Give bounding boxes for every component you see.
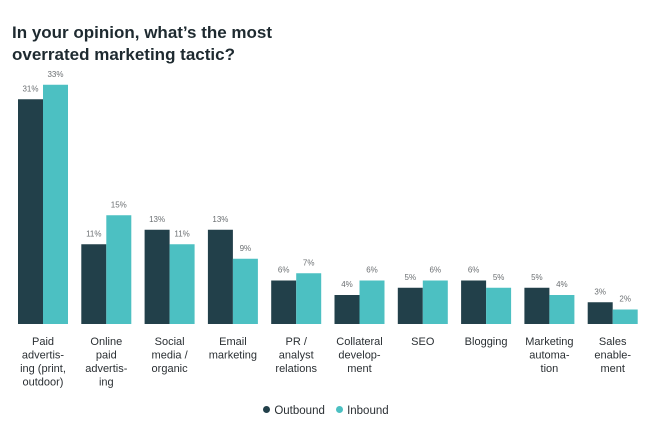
legend-label-outbound: Outbound <box>274 405 325 417</box>
bar-outbound-email-marketing <box>207 229 233 324</box>
value-label-outbound-seo: 5% <box>405 273 417 282</box>
value-label-inbound-seo: 6% <box>430 266 442 275</box>
value-label-outbound-blogging: 6% <box>468 266 480 275</box>
bar-inbound-blogging <box>486 287 512 324</box>
bar-outbound-online-paid-advertis-ing <box>81 244 107 324</box>
value-label-outbound-marketing-automa-tion: 5% <box>531 273 543 282</box>
bar-inbound-social-media-organic <box>169 244 195 324</box>
value-label-inbound-pr-analyst-relations: 7% <box>303 258 315 267</box>
bar-inbound-seo <box>422 280 448 324</box>
value-label-inbound-collateral-develop-ment: 6% <box>366 266 378 275</box>
value-label-outbound-paid-advertis-ing-print-outdoor: 31% <box>22 84 38 93</box>
bar-outbound-marketing-automa-tion <box>524 287 550 324</box>
category-label-marketing-automa-tion: Marketing automa-tion <box>525 336 573 375</box>
bar-inbound-pr-analyst-relations <box>296 273 322 324</box>
bar-inbound-paid-advertis-ing-print-outdoor <box>43 84 68 324</box>
value-label-inbound-online-paid-advertis-ing: 15% <box>111 200 127 209</box>
value-label-outbound-email-marketing: 13% <box>212 215 228 224</box>
value-label-inbound-sales-enable-ment: 2% <box>619 295 631 304</box>
bar-outbound-collateral-develop-ment <box>334 295 360 324</box>
legend-marker-inbound <box>336 406 344 413</box>
legend: Outbound Inbound <box>0 405 652 417</box>
bar-outbound-sales-enable-ment <box>587 302 613 324</box>
bar-outbound-paid-advertis-ing-print-outdoor <box>18 99 43 324</box>
bar-inbound-online-paid-advertis-ing <box>106 215 132 324</box>
bars-layer <box>18 84 638 324</box>
legend-label-inbound: Inbound <box>347 405 389 417</box>
value-label-inbound-social-media-organic: 11% <box>174 229 189 238</box>
value-label-outbound-social-media-organic: 13% <box>149 215 165 224</box>
category-label-sales-enable-ment: Sales enable-ment <box>594 336 631 375</box>
category-label-seo: SEO <box>411 336 435 348</box>
bar-outbound-social-media-organic <box>144 229 170 324</box>
value-label-outbound-sales-enable-ment: 3% <box>594 287 606 296</box>
bar-outbound-pr-analyst-relations <box>271 280 297 324</box>
legend-item-inbound: Inbound <box>336 405 389 417</box>
bar-inbound-marketing-automa-tion <box>549 295 575 324</box>
category-label-pr-analyst-relations: PR / analyst relations <box>275 336 317 375</box>
value-label-inbound-blogging: 5% <box>493 273 505 282</box>
value-label-outbound-pr-analyst-relations: 6% <box>278 266 290 275</box>
category-label-online-paid-advertis-ing: Online paid advertis-ing <box>85 336 128 389</box>
bar-inbound-sales-enable-ment <box>612 309 638 324</box>
bar-outbound-blogging <box>461 280 487 324</box>
category-label-paid-advertis-ing-print-outdoor: Paid advertis-ing (print, outdoor) <box>20 336 66 389</box>
value-label-inbound-email-marketing: 9% <box>240 244 252 253</box>
category-label-email-marketing: Email marketing <box>209 336 257 362</box>
category-label-blogging: Blogging <box>465 336 508 348</box>
category-label-collateral-develop-ment: Collateral develop-ment <box>336 336 382 375</box>
category-label-social-media-organic: Social media / organic <box>152 336 189 375</box>
value-label-outbound-online-paid-advertis-ing: 11% <box>86 229 101 238</box>
value-label-inbound-marketing-automa-tion: 4% <box>556 280 568 289</box>
value-label-inbound-paid-advertis-ing-print-outdoor: 33% <box>47 70 63 79</box>
value-labels-layer: 31% 33% 11% 15% 13% 11% 13% 9% 6% 7% 4% 6% 5% 6% 6% 5% 5… <box>22 70 630 304</box>
bar-outbound-seo <box>397 287 423 324</box>
value-label-outbound-collateral-develop-ment: 4% <box>341 280 353 289</box>
bar-inbound-email-marketing <box>232 258 258 324</box>
legend-marker-outbound <box>263 406 271 413</box>
legend-item-outbound: Outbound <box>263 405 325 417</box>
chart-title: In your opinion, what’s the most overrat… <box>12 23 273 64</box>
bar-inbound-collateral-develop-ment <box>359 280 385 324</box>
chart: 31% 33% 11% 15% 13% 11% 13% 9% 6% 7% 4% 6% 5% 6% 6% 5% 5… <box>18 70 638 389</box>
category-labels-layer: Paid advertis-ing (print, outdoor) Online pa… <box>20 336 631 389</box>
